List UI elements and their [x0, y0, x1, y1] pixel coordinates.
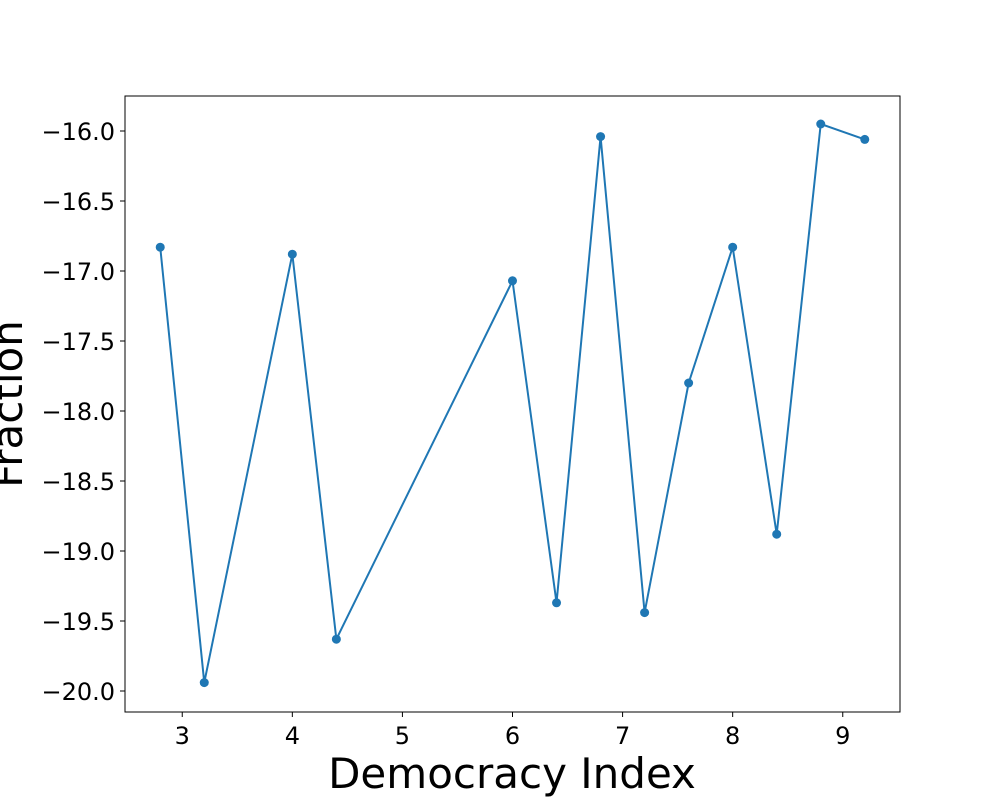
y-tick-label: −17.0: [41, 258, 115, 286]
data-point: [508, 276, 517, 286]
y-tick-label: −17.5: [41, 328, 115, 356]
data-point: [772, 529, 782, 539]
y-tick-label: −20.0: [41, 678, 115, 706]
x-tick-label: 5: [395, 722, 410, 750]
x-tick-label: 9: [835, 722, 850, 750]
y-axis: −20.0 −19.5 −19.0 −18.5 −18.0 −17.5 −17.0 −16.5…: [41, 118, 125, 706]
y-tick-label: −18.5: [41, 468, 115, 496]
y-tick-label: −19.5: [41, 608, 115, 636]
x-tick-label: 8: [725, 722, 740, 750]
y-tick-label: −16.0: [41, 118, 115, 146]
y-axis-label: Fraction: [0, 320, 32, 488]
data-point: [199, 678, 209, 688]
data-point: [287, 249, 297, 259]
x-tick-label: 4: [285, 722, 300, 750]
y-tick-label: −16.5: [41, 188, 115, 216]
data-point: [331, 634, 341, 644]
data-point: [728, 242, 738, 252]
data-point: [684, 378, 694, 388]
data-point: [596, 132, 606, 142]
data-point: [860, 134, 870, 144]
x-tick-label: 3: [175, 722, 190, 750]
x-tick-label: 6: [505, 722, 520, 750]
data-point: [155, 242, 165, 252]
data-point: [640, 608, 650, 618]
plot-frame: [124, 95, 901, 713]
plot-area: [125, 96, 900, 712]
data-point: [552, 598, 562, 608]
y-tick-label: −19.0: [41, 538, 115, 566]
y-tick-label: −18.0: [41, 398, 115, 426]
x-tick-label: 7: [615, 722, 630, 750]
x-axis-label: Democracy Index: [328, 749, 696, 798]
series-layer: [155, 119, 870, 688]
data-point: [816, 119, 826, 129]
x-axis: 3 4 5 6 7 8 9: [175, 712, 850, 750]
